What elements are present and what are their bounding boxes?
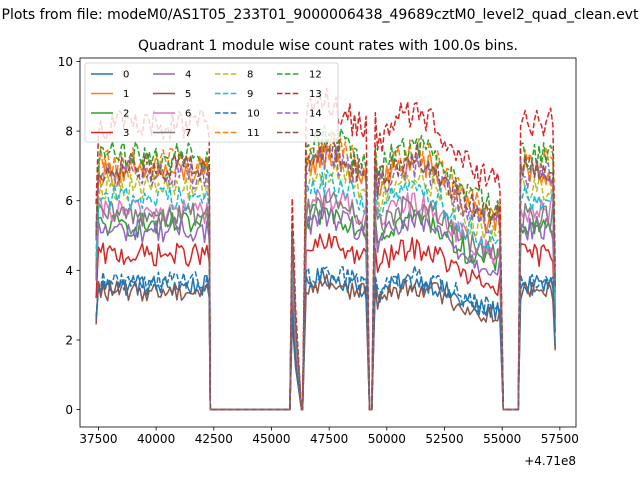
legend-label-module-4: 4 [185, 70, 191, 81]
series-line-module-14 [95, 145, 556, 411]
series-line-module-4 [95, 206, 556, 411]
x-tick-label: 52500 [425, 432, 463, 446]
legend-label-module-0: 0 [123, 70, 129, 81]
legend-label-module-10: 10 [247, 109, 260, 120]
x-axis-offset-label: +4.71e8 [524, 454, 576, 468]
series-line-module-7 [95, 191, 556, 411]
x-tick-label: 55000 [483, 432, 521, 446]
series-line-module-9 [95, 169, 556, 411]
legend-label-module-6: 6 [185, 109, 191, 120]
x-tick-label: 47500 [310, 432, 348, 446]
series-line-module-15 [95, 138, 556, 411]
legend-frame [84, 62, 339, 143]
x-tick-label: 42500 [195, 432, 233, 446]
series-line-module-2 [95, 203, 556, 411]
x-tick-label: 57500 [541, 432, 579, 446]
legend-label-module-9: 9 [247, 89, 253, 100]
series-line-module-12 [95, 125, 556, 411]
x-tick-label: 37500 [79, 432, 117, 446]
legend-label-module-5: 5 [185, 89, 191, 100]
plot-frame [79, 57, 577, 428]
chart-title: Quadrant 1 module wise count rates with … [138, 38, 518, 54]
series-line-module-8 [95, 163, 556, 411]
legend-label-module-8: 8 [247, 70, 253, 81]
legend-label-module-14: 14 [309, 109, 322, 120]
y-axis: 0 2 4 6 8 10 [58, 55, 80, 417]
y-tick-label: 4 [65, 264, 73, 278]
legend-label-module-11: 11 [247, 128, 260, 139]
series-line-module-3 [95, 233, 556, 411]
legend-label-module-7: 7 [185, 128, 191, 139]
x-axis: 37500 40000 42500 45000 47500 50000 52500 55000… [79, 427, 579, 446]
legend-label-module-15: 15 [309, 128, 322, 139]
y-tick-label: 0 [65, 403, 73, 417]
y-tick-label: 2 [65, 333, 73, 347]
legend-label-module-13: 13 [309, 89, 322, 100]
y-tick-label: 8 [65, 125, 73, 139]
series-layer [95, 87, 556, 411]
legend-label-module-3: 3 [123, 128, 129, 139]
series-line-module-13 [95, 87, 556, 411]
y-tick-label: 10 [58, 55, 73, 69]
figure-suptitle: Plots from file: modeM0/AS1T05_233T01_90… [2, 7, 639, 23]
x-tick-label: 40000 [137, 432, 175, 446]
legend-label-module-2: 2 [123, 109, 129, 120]
legend-label-module-1: 1 [123, 89, 129, 100]
x-tick-label: 45000 [252, 432, 290, 446]
legend-label-module-12: 12 [309, 70, 322, 81]
series-line-module-10 [95, 264, 556, 411]
y-tick-label: 6 [65, 194, 73, 208]
x-tick-label: 50000 [368, 432, 406, 446]
